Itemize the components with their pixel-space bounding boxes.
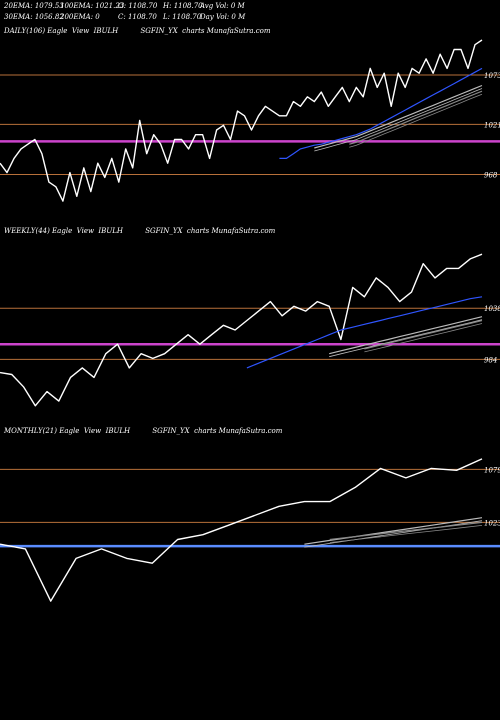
header-20ema: 20EMA: 1079.53 bbox=[4, 2, 64, 10]
weekly-chart-title: WEEKLY(44) Eagle View IBULH SGFIN_YX cha… bbox=[4, 227, 276, 235]
daily-series-ema30 bbox=[314, 84, 483, 149]
header-30ema: 30EMA: 1056.82 bbox=[4, 13, 64, 21]
monthly-chart-title: MONTHLY(21) Eagle View IBULH SGFIN_YX ch… bbox=[4, 427, 283, 435]
header-avg-vol: Avg Vol: 0 M bbox=[200, 2, 245, 10]
monthly-level-label-1: 1023 bbox=[484, 519, 500, 527]
daily-level-label-0: 1073 bbox=[484, 72, 500, 80]
daily-level-label-1: 1021 bbox=[484, 121, 500, 129]
daily-series-ema100-band bbox=[349, 93, 483, 148]
weekly-level-label-1: 984 bbox=[484, 356, 497, 364]
weekly-series-ema20 bbox=[246, 296, 483, 369]
weekly-series-ema30 bbox=[329, 316, 483, 355]
header-low: L: 1108.70 bbox=[163, 13, 202, 21]
daily-series-ema30-band bbox=[314, 88, 483, 152]
monthly-series-price bbox=[0, 458, 483, 602]
weekly-level-label-0: 1038 bbox=[484, 305, 500, 313]
daily-series-ema20 bbox=[279, 67, 483, 159]
header-day-vol: Day Vol: 0 M bbox=[200, 13, 246, 21]
header-open: O: 1108.70 bbox=[118, 2, 158, 10]
daily-chart-title: DAILY(106) Eagle View IBULH SGFIN_YX cha… bbox=[4, 27, 271, 35]
monthly-series-ema30-band bbox=[304, 520, 483, 548]
daily-series-price bbox=[0, 39, 483, 202]
header-200ema: 200EMA: 0 bbox=[60, 13, 100, 21]
daily-level-label-2: 968 bbox=[484, 172, 498, 180]
weekly-series-ema100-band bbox=[364, 323, 483, 353]
weekly-series-ema30-band bbox=[329, 319, 483, 358]
monthly-series-ema100 bbox=[329, 521, 483, 541]
header-close: C: 1108.70 bbox=[118, 13, 157, 21]
daily-series-ema100 bbox=[349, 90, 483, 145]
monthly-series-ema100-band bbox=[329, 525, 483, 543]
header-100ema: 100EMA: 1021.23 bbox=[60, 2, 125, 10]
monthly-level-label-0: 1079 bbox=[484, 466, 500, 474]
weekly-series-ema100 bbox=[364, 319, 483, 350]
weekly-series-price bbox=[0, 253, 483, 407]
monthly-series-ema30 bbox=[304, 517, 483, 545]
header-high: H: 1108.70 bbox=[163, 2, 203, 10]
